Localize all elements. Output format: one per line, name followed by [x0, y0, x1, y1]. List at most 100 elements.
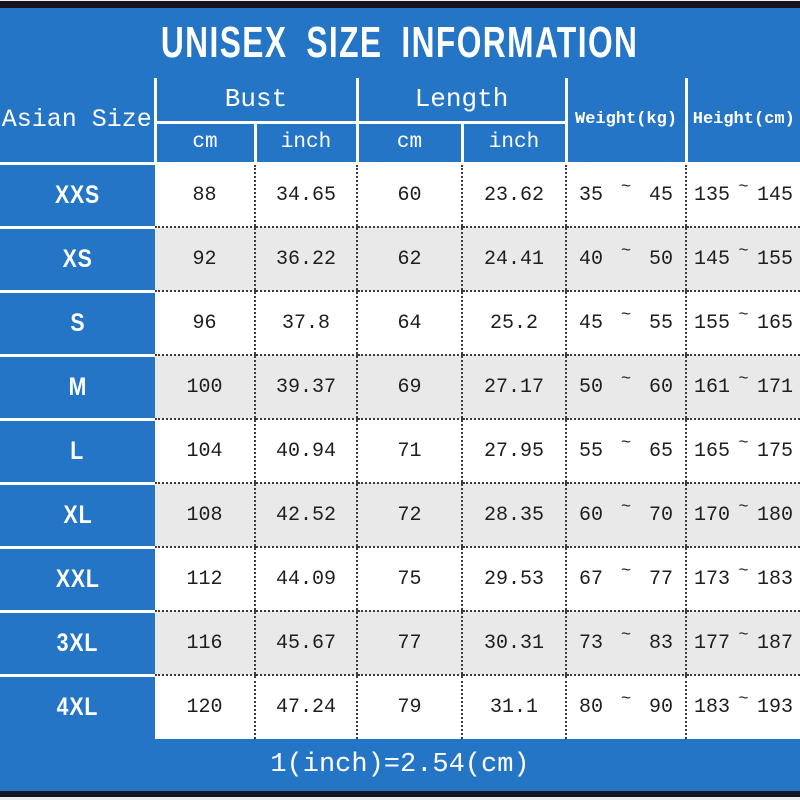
header-weight-kg: Weight(kg) [564, 76, 688, 165]
table-row: XXS 88 34.65 60 23.62 35 ~45 135 ~145 [0, 163, 800, 229]
tilde-separator: ~ [738, 433, 749, 453]
length-inch-cell: 25.2 [461, 291, 567, 356]
range-max: 70 [648, 503, 673, 527]
table-row: XS 92 36.22 62 24.41 40 ~50 145 ~155 [0, 227, 800, 293]
bust-cm-cell: 96 [155, 291, 255, 356]
range-max: 193 [756, 696, 793, 719]
height-range: 155 ~165 [687, 306, 800, 335]
size-cell: 4XL [0, 675, 155, 741]
bust-inch-cell: 45.67 [253, 611, 358, 676]
size-cell: S [0, 291, 155, 357]
weight-range: 73 ~83 [567, 626, 685, 655]
tilde-separator: ~ [620, 497, 632, 517]
range-min: 40 [579, 247, 604, 271]
range-min: 73 [579, 631, 604, 655]
height-range: 170 ~180 [687, 498, 800, 527]
range-min: 165 [694, 439, 731, 463]
tilde-separator: ~ [738, 625, 749, 645]
height-range: 161 ~171 [687, 370, 800, 399]
range-min: 183 [694, 696, 731, 719]
table-row: L 104 40.94 71 27.95 55 ~65 165 ~175 [0, 419, 800, 485]
header-height-cm: Height(cm) [684, 76, 800, 165]
size-label: M [68, 372, 87, 401]
bust-inch-cell: 37.8 [253, 291, 358, 356]
size-label: XL [63, 500, 92, 529]
size-table-header: Asian Size Bust Length Weight(kg) Height… [0, 76, 800, 165]
title-bar: UNISEX SIZE INFORMATION [0, 8, 800, 78]
bust-cm-cell: 116 [155, 611, 255, 676]
page-title: UNISEX SIZE INFORMATION [161, 18, 639, 67]
header-row-top: Asian Size Bust Length Weight(kg) Height… [0, 76, 800, 165]
range-min: 161 [694, 375, 731, 399]
range-max: 187 [756, 631, 793, 655]
bust-cm-cell: 120 [155, 675, 255, 740]
length-cm-cell: 79 [356, 675, 463, 740]
height-range-cell: 155 ~165 [685, 291, 800, 356]
length-inch-cell: 24.41 [461, 227, 567, 292]
bust-inch-cell: 40.94 [253, 419, 358, 484]
bust-inch-cell: 42.52 [253, 483, 358, 548]
length-cm-cell: 64 [356, 291, 463, 356]
tilde-separator: ~ [620, 561, 632, 581]
weight-range: 40 ~50 [567, 242, 685, 271]
size-table: Asian Size Bust Length Weight(kg) Height… [0, 76, 800, 741]
bust-inch-cell: 44.09 [253, 547, 358, 612]
subheader-bust-cm: cm [153, 120, 257, 165]
weight-range: 45 ~55 [567, 306, 685, 335]
size-label: 3XL [56, 628, 99, 657]
range-min: 45 [579, 311, 604, 335]
size-label: S [69, 308, 86, 337]
length-inch-cell: 28.35 [461, 483, 567, 548]
height-range-cell: 145 ~155 [685, 227, 800, 292]
size-cell: 3XL [0, 611, 155, 677]
tilde-separator: ~ [620, 625, 632, 645]
tilde-separator: ~ [620, 305, 632, 325]
length-cm-cell: 69 [356, 355, 463, 420]
size-label: XXS [54, 180, 101, 209]
weight-range: 60 ~70 [567, 498, 685, 527]
range-min: 145 [694, 247, 731, 271]
bust-cm-cell: 112 [155, 547, 255, 612]
table-row: 3XL 116 45.67 77 30.31 73 ~83 177 ~187 [0, 611, 800, 677]
size-cell: XXS [0, 163, 155, 229]
range-min: 55 [579, 439, 604, 463]
size-cell: XS [0, 227, 155, 293]
bust-inch-cell: 47.24 [253, 675, 358, 740]
table-row: 4XL 120 47.24 79 31.1 80 ~90 183 ~193 [0, 675, 800, 741]
tilde-separator: ~ [620, 177, 632, 197]
height-range-cell: 161 ~171 [685, 355, 800, 420]
range-max: 171 [756, 375, 793, 399]
range-max: 183 [756, 567, 793, 591]
tilde-separator: ~ [738, 241, 749, 261]
bust-cm-cell: 100 [155, 355, 255, 420]
weight-range: 35 ~45 [567, 178, 685, 207]
bust-inch-cell: 34.65 [253, 163, 358, 228]
length-inch-cell: 30.31 [461, 611, 567, 676]
weight-range-cell: 40 ~50 [565, 227, 687, 292]
group-header-bust: Bust [153, 76, 359, 124]
height-range: 183 ~193 [687, 690, 800, 719]
top-edge-line [0, 0, 800, 1]
tilde-separator: ~ [738, 561, 749, 581]
tilde-separator: ~ [620, 690, 632, 709]
size-label: XXL [55, 564, 100, 593]
range-max: 45 [648, 183, 673, 207]
tilde-separator: ~ [620, 369, 632, 389]
height-range: 173 ~183 [687, 562, 800, 591]
group-header-length: Length [355, 76, 568, 124]
weight-range: 80 ~90 [567, 690, 685, 719]
size-cell: XXL [0, 547, 155, 613]
length-cm-cell: 71 [356, 419, 463, 484]
tilde-separator: ~ [738, 369, 749, 389]
tilde-separator: ~ [738, 305, 749, 325]
range-min: 155 [694, 311, 731, 335]
length-inch-cell: 31.1 [461, 675, 567, 740]
tilde-separator: ~ [738, 177, 749, 197]
range-max: 180 [756, 503, 793, 527]
size-label: 4XL [56, 693, 99, 722]
size-cell: L [0, 419, 155, 485]
size-cell: XL [0, 483, 155, 549]
header-row-sub: cm inch cm inch [0, 120, 800, 165]
range-min: 177 [694, 631, 731, 655]
